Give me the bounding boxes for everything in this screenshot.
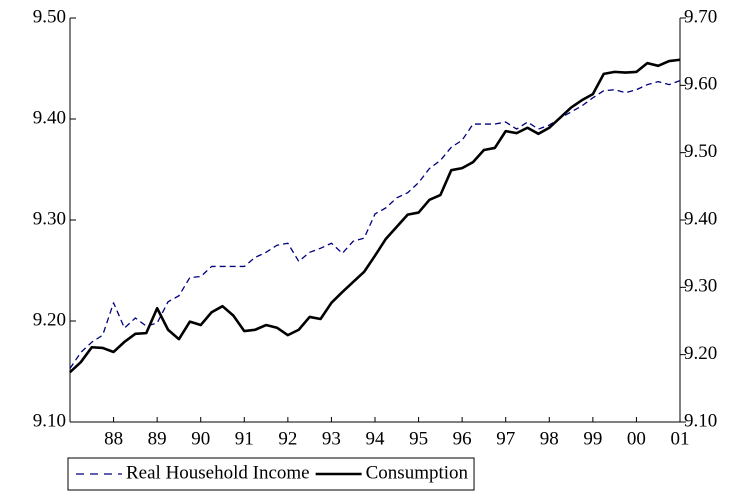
y2-tick-label: 9.60 xyxy=(684,74,717,95)
y2-tick-label: 9.50 xyxy=(684,141,717,162)
x-tick-label: 93 xyxy=(322,428,341,449)
x-tick-label: 00 xyxy=(627,428,646,449)
y2-tick-label: 9.30 xyxy=(684,276,717,297)
y-tick-label: 9.20 xyxy=(33,309,66,330)
y-tick-label: 9.50 xyxy=(33,6,66,27)
x-tick-label: 99 xyxy=(583,428,602,449)
x-tick-label: 94 xyxy=(366,428,386,449)
series-line xyxy=(69,80,681,369)
x-tick-label: 92 xyxy=(278,428,297,449)
x-tick-label: 90 xyxy=(191,428,210,449)
x-tick-label: 98 xyxy=(540,428,559,449)
series-line xyxy=(69,58,681,374)
y-tick-label: 9.10 xyxy=(33,410,66,431)
y-tick-label: 9.30 xyxy=(33,208,66,229)
y2-tick-label: 9.10 xyxy=(684,410,717,431)
legend-label: Real Household Income xyxy=(126,462,310,483)
legend-label: Consumption xyxy=(366,462,469,483)
x-tick-label: 96 xyxy=(453,428,472,449)
legend-box xyxy=(67,457,475,491)
x-tick-label: 95 xyxy=(409,428,428,449)
x-tick-label: 89 xyxy=(148,428,167,449)
y2-tick-label: 9.20 xyxy=(684,343,717,364)
y2-tick-label: 9.40 xyxy=(684,208,717,229)
x-tick-label: 88 xyxy=(104,428,123,449)
legend: Real Household Income Consumption xyxy=(67,457,475,491)
x-tick-label: 97 xyxy=(496,428,515,449)
y2-tick-label: 9.70 xyxy=(684,6,717,27)
y-tick-label: 9.40 xyxy=(33,107,66,128)
x-tick-label: 91 xyxy=(235,428,254,449)
x-tick-label: 01 xyxy=(671,428,690,449)
